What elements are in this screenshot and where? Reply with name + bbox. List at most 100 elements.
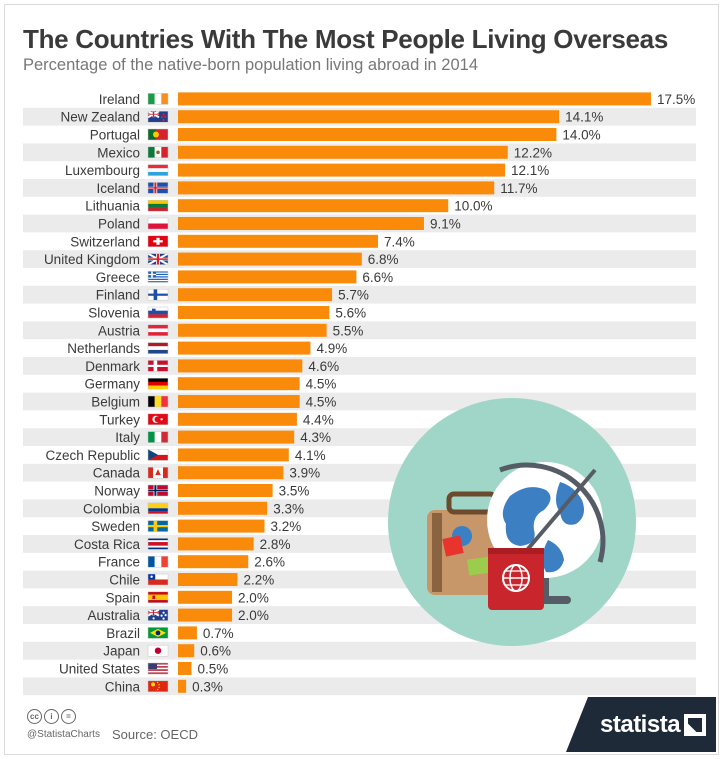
value-label: 4.4% bbox=[303, 412, 334, 427]
value-label: 7.4% bbox=[384, 234, 415, 249]
iceland-flag bbox=[147, 182, 169, 194]
category-label: Denmark bbox=[85, 359, 140, 374]
bar-row: Luxembourg 12.1% bbox=[65, 163, 549, 178]
bar-row: Greece 6.6% bbox=[96, 270, 393, 285]
bar bbox=[178, 234, 379, 248]
bar-row: Turkey 4.4% bbox=[99, 412, 333, 427]
bar bbox=[178, 555, 249, 569]
value-label: 4.9% bbox=[316, 341, 347, 356]
bar bbox=[178, 430, 295, 444]
bar-row: Chile 2.2% bbox=[109, 573, 274, 588]
spain-flag bbox=[147, 591, 169, 604]
bar-row: Finland 5.7% bbox=[96, 288, 369, 303]
category-label: France bbox=[98, 555, 140, 570]
bar-row: New Zealand 14.1% bbox=[60, 110, 603, 125]
value-label: 2.8% bbox=[260, 537, 291, 552]
bar bbox=[178, 412, 297, 426]
statista-logo[interactable]: statista bbox=[566, 697, 716, 752]
bar bbox=[178, 323, 327, 337]
value-label: 14.1% bbox=[565, 110, 603, 125]
value-label: 2.2% bbox=[243, 573, 274, 588]
bar-row: Switzerland 7.4% bbox=[70, 234, 415, 249]
value-label: 9.1% bbox=[430, 217, 461, 232]
bar-row: Australia 2.0% bbox=[87, 608, 268, 623]
category-label: Spain bbox=[105, 590, 140, 605]
bar-row: Sweden 3.2% bbox=[91, 519, 301, 534]
czech-republic-flag bbox=[147, 449, 169, 461]
category-label: United States bbox=[59, 662, 140, 677]
bar bbox=[178, 92, 651, 106]
bar bbox=[178, 573, 238, 586]
bar bbox=[178, 181, 495, 195]
category-label: Greece bbox=[96, 270, 140, 285]
value-label: 2.0% bbox=[238, 608, 269, 623]
value-label: 12.1% bbox=[511, 163, 549, 178]
france-flag bbox=[147, 555, 169, 568]
chart-title: The Countries With The Most People Livin… bbox=[23, 24, 668, 54]
source-note: Source: OECD bbox=[112, 727, 198, 742]
passport-icon bbox=[488, 548, 544, 610]
value-label: 14.0% bbox=[562, 128, 600, 143]
category-label: Ireland bbox=[99, 92, 140, 107]
value-label: 10.0% bbox=[454, 199, 492, 214]
bar-row: Iceland 11.7% bbox=[96, 181, 537, 196]
bar-row: Norway 3.5% bbox=[94, 484, 309, 499]
statista-mark-icon bbox=[684, 714, 706, 736]
category-label: United Kingdom bbox=[44, 252, 140, 267]
category-label: Canada bbox=[93, 466, 141, 481]
bar bbox=[178, 501, 268, 515]
bar bbox=[178, 306, 330, 319]
travel-illustration bbox=[388, 398, 636, 646]
poland-flag bbox=[147, 217, 169, 230]
brand-name: statista bbox=[600, 711, 681, 738]
value-label: 5.5% bbox=[333, 323, 364, 338]
bar-row: Portugal 14.0% bbox=[90, 128, 601, 143]
bar bbox=[178, 270, 357, 284]
switzerland-flag bbox=[147, 235, 169, 248]
bar bbox=[178, 466, 284, 480]
chart-frame bbox=[4, 4, 719, 755]
bar bbox=[178, 608, 233, 622]
value-label: 3.9% bbox=[289, 466, 320, 481]
category-label: Switzerland bbox=[70, 234, 140, 249]
category-label: Italy bbox=[115, 430, 140, 445]
turkey-flag bbox=[147, 413, 169, 426]
costa-rica-flag bbox=[147, 538, 169, 550]
luxembourg-flag bbox=[147, 164, 169, 176]
category-label: Mexico bbox=[97, 145, 140, 160]
bar bbox=[178, 199, 449, 213]
denmark-flag bbox=[147, 360, 169, 372]
bar bbox=[178, 626, 197, 640]
category-label: Colombia bbox=[83, 501, 141, 516]
bar-row: Germany 4.5% bbox=[84, 377, 336, 392]
twitter-handle[interactable]: @StatistaCharts bbox=[27, 729, 100, 740]
category-label: Chile bbox=[109, 573, 140, 588]
nd-icon: = bbox=[61, 709, 76, 724]
bar-row: United States 0.5% bbox=[59, 662, 228, 677]
bar bbox=[178, 217, 424, 230]
bar bbox=[178, 519, 265, 533]
bar-row: Costa Rica 2.8% bbox=[74, 537, 290, 552]
bar bbox=[178, 145, 508, 159]
austria-flag bbox=[147, 324, 169, 337]
bar-row: Netherlands 4.9% bbox=[67, 341, 347, 356]
bar-row: Canada 3.9% bbox=[93, 466, 320, 481]
category-label: Slovenia bbox=[88, 306, 140, 321]
value-label: 5.6% bbox=[335, 306, 366, 321]
value-label: 4.6% bbox=[308, 359, 339, 374]
canada-flag bbox=[147, 466, 169, 479]
value-label: 17.5% bbox=[657, 92, 695, 107]
bar-row: Denmark 4.6% bbox=[85, 359, 339, 374]
category-label: Austria bbox=[98, 323, 141, 338]
category-label: Luxembourg bbox=[65, 163, 140, 178]
value-label: 6.8% bbox=[368, 252, 399, 267]
category-label: China bbox=[105, 679, 141, 694]
bar-row: Spain 2.0% bbox=[105, 590, 268, 605]
value-label: 3.5% bbox=[279, 484, 310, 499]
value-label: 2.0% bbox=[238, 590, 269, 605]
brazil-flag bbox=[147, 627, 169, 639]
japan-flag bbox=[147, 644, 169, 657]
portugal-flag bbox=[147, 128, 169, 141]
value-label: 0.6% bbox=[200, 644, 231, 659]
value-label: 0.7% bbox=[203, 626, 234, 641]
